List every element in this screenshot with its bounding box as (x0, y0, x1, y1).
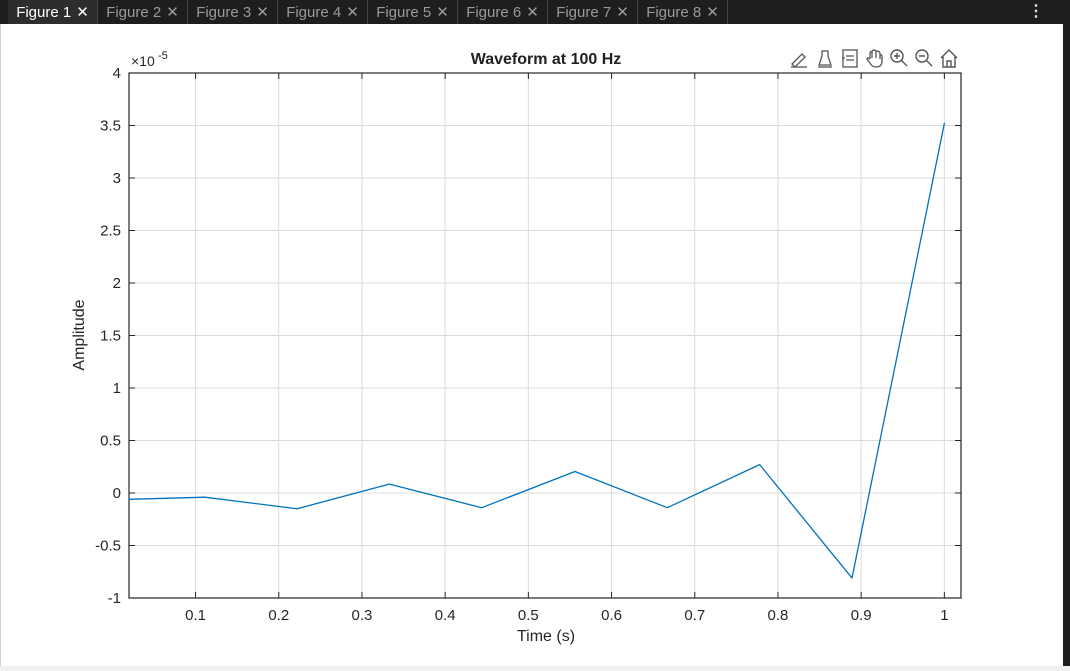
series-line (128, 123, 945, 579)
x-tick-label: 0.9 (851, 607, 872, 624)
x-tick-label: 0.6 (601, 607, 622, 624)
y-axis-label: Amplitude (71, 299, 88, 370)
data-point (481, 507, 483, 509)
x-tick-label: 0.1 (185, 607, 206, 624)
close-icon[interactable]: ✕ (526, 3, 539, 21)
zoom-in-icon[interactable] (890, 49, 908, 67)
pan-hand-icon[interactable] (866, 49, 883, 68)
tab-label: Figure 2 (106, 3, 162, 21)
figure-tab-bar: Figure 1 ✕ Figure 2 ✕ Figure 3 ✕ Figure 4 ✕ Figu… (0, 0, 1062, 24)
chart-svg: 0.1 0.2 0.3 0.4 0.5 0.6 0.7 0.8 0.9 1 -1 -0.5 0 0.5 1… (71, 49, 962, 645)
x-tick-label: 0.3 (352, 607, 373, 624)
tab-label: Figure 8 (646, 3, 702, 21)
data-point (666, 507, 668, 509)
x-tick-label: 0.5 (518, 607, 539, 624)
y-tick-labels: -1 -0.5 0 0.5 1 1.5 2 2.5 3 3.5 4 (95, 65, 121, 607)
data-point (128, 498, 130, 500)
tab-bar-spacer (0, 0, 8, 24)
tab-label: Figure 3 (196, 3, 252, 21)
y-tick-label: 3 (113, 170, 121, 187)
tab-label: Figure 7 (556, 3, 612, 21)
y-tick-label: 1.5 (100, 328, 121, 345)
data-point (388, 483, 391, 485)
x-tick-label: 0.4 (435, 607, 456, 624)
close-icon[interactable]: ✕ (616, 3, 629, 21)
y-tick-label: 3.5 (100, 118, 121, 135)
y-exponent-label: ×10 -5 (131, 50, 168, 69)
axes-toolbar (791, 49, 958, 68)
series-group (128, 122, 945, 579)
data-point (296, 508, 298, 510)
x-tick-label: 0.7 (684, 607, 705, 624)
data-point (759, 464, 761, 466)
figure-canvas: 0.1 0.2 0.3 0.4 0.5 0.6 0.7 0.8 0.9 1 -1 -0.5 0 0.5 1… (0, 24, 1063, 666)
x-tick-label: 0.8 (768, 607, 789, 624)
tab-label: Figure 5 (376, 3, 432, 21)
vertical-ellipsis-icon[interactable]: ⋮ (1028, 3, 1044, 20)
y-tick-label: -0.5 (95, 538, 121, 555)
tab-figure-7[interactable]: Figure 7 ✕ (548, 0, 638, 24)
tab-figure-3[interactable]: Figure 3 ✕ (188, 0, 278, 24)
tab-label: Figure 6 (466, 3, 522, 21)
y-tick-label: 2.5 (100, 223, 121, 240)
close-icon[interactable]: ✕ (256, 3, 269, 21)
tab-list: Figure 1 ✕ Figure 2 ✕ Figure 3 ✕ Figure 4 ✕ Figu… (8, 0, 728, 24)
y-tick-label: 0.5 (100, 433, 121, 450)
x-tick-label: 1 (940, 607, 948, 624)
tab-figure-4[interactable]: Figure 4 ✕ (278, 0, 368, 24)
y-tick-label: 1 (113, 380, 121, 397)
close-icon[interactable]: ✕ (346, 3, 359, 21)
zoom-out-icon[interactable] (915, 49, 933, 67)
close-icon[interactable]: ✕ (436, 3, 449, 21)
x-axis-label: Time (s) (517, 628, 575, 645)
grid-lines (129, 72, 961, 599)
tab-figure-5[interactable]: Figure 5 ✕ (368, 0, 458, 24)
close-icon[interactable]: ✕ (706, 3, 719, 21)
exponent-base: ×10 (131, 53, 155, 69)
datatip-list-icon[interactable] (842, 49, 858, 68)
tick-marks (129, 72, 961, 599)
y-tick-label: 4 (113, 65, 121, 82)
x-tick-labels: 0.1 0.2 0.3 0.4 0.5 0.6 0.7 0.8 0.9 1 (185, 607, 948, 624)
home-icon[interactable] (940, 49, 958, 68)
data-tips-icon[interactable] (818, 50, 832, 68)
data-point (943, 122, 945, 124)
brush-edit-icon[interactable] (791, 53, 807, 68)
y-tick-label: 2 (113, 275, 121, 292)
close-icon[interactable]: ✕ (76, 3, 89, 21)
close-icon[interactable]: ✕ (166, 3, 179, 21)
scrollbar[interactable] (1062, 0, 1070, 666)
exponent-power: -5 (158, 50, 168, 62)
y-tick-label: 0 (113, 485, 121, 502)
y-tick-label: -1 (108, 590, 121, 607)
chart-title: Waveform at 100 Hz (471, 51, 622, 68)
tab-figure-8[interactable]: Figure 8 ✕ (638, 0, 728, 24)
tab-figure-1[interactable]: Figure 1 ✕ (8, 0, 98, 24)
tab-figure-6[interactable]: Figure 6 ✕ (458, 0, 548, 24)
data-point (574, 470, 576, 473)
tab-label: Figure 1 (16, 3, 72, 21)
tab-label: Figure 4 (286, 3, 342, 21)
data-point (204, 496, 206, 498)
data-point (851, 577, 853, 579)
tab-figure-2[interactable]: Figure 2 ✕ (98, 0, 188, 24)
x-tick-label: 0.2 (268, 607, 289, 624)
